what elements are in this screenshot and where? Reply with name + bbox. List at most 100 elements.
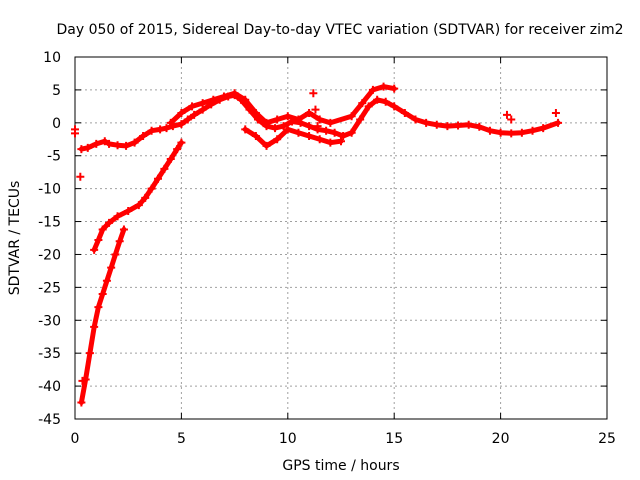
y-tick-label: 10 <box>43 50 61 66</box>
data-point <box>209 95 218 104</box>
y-tick-label: -15 <box>38 215 61 231</box>
data-point <box>177 138 186 147</box>
data-point <box>115 237 124 246</box>
x-tick-label: 15 <box>385 431 403 447</box>
data-point <box>139 131 148 140</box>
data-point <box>347 128 356 137</box>
y-tick-label: 5 <box>52 83 61 99</box>
data-point <box>83 143 92 152</box>
y-tick-label: -40 <box>38 379 61 395</box>
series-deep-depletion <box>77 225 128 407</box>
data-point <box>177 120 186 129</box>
data-point <box>100 137 109 146</box>
data-point <box>485 126 494 135</box>
x-tick-label: 25 <box>598 431 616 447</box>
data-point <box>230 89 239 98</box>
data-point <box>241 125 250 134</box>
data-point <box>379 82 388 91</box>
data-point <box>78 376 87 385</box>
x-axis-label: GPS time / hours <box>282 458 399 474</box>
data-point <box>71 129 79 138</box>
data-point <box>381 97 390 106</box>
data-point <box>528 126 537 135</box>
data-point <box>162 124 171 133</box>
data-point <box>309 89 318 98</box>
series-trace <box>91 140 184 253</box>
data-point <box>294 115 303 124</box>
data-point <box>102 276 111 285</box>
y-tick-label: -10 <box>38 182 61 198</box>
data-point <box>98 289 107 298</box>
data-point <box>262 118 271 127</box>
data-point <box>311 105 320 114</box>
y-tick-label: -30 <box>38 313 61 329</box>
data-point <box>411 115 420 124</box>
data-point <box>111 250 120 259</box>
data-point <box>507 129 516 138</box>
data-point <box>337 137 345 146</box>
data-point <box>464 120 473 129</box>
data-point <box>294 128 303 137</box>
data-point <box>502 110 511 119</box>
data-point <box>105 218 114 227</box>
y-tick-label: -45 <box>38 412 61 428</box>
data-point <box>305 131 314 140</box>
y-tick-label: -5 <box>47 149 61 165</box>
data-point <box>273 115 282 124</box>
data-point <box>94 235 103 244</box>
y-axis-label: SDTVAR / TECUs <box>7 181 23 296</box>
data-series <box>71 82 563 407</box>
y-tick-label: -35 <box>38 346 61 362</box>
data-point <box>432 120 441 129</box>
data-point <box>390 102 399 111</box>
data-point <box>271 124 280 133</box>
data-point <box>166 118 175 127</box>
data-point <box>279 122 288 131</box>
x-axis: 0 5 10 15 20 25 <box>71 57 616 447</box>
data-point <box>85 349 94 358</box>
data-point <box>122 141 131 150</box>
data-point <box>147 184 156 193</box>
chart-title: Day 050 of 2015, Sidereal Day-to-day VTE… <box>57 22 624 38</box>
data-point <box>77 145 86 154</box>
data-point <box>92 139 101 148</box>
data-point <box>539 124 548 133</box>
x-tick-label: 10 <box>279 431 297 447</box>
data-point <box>124 207 133 216</box>
data-point <box>153 174 162 183</box>
grid <box>75 57 607 419</box>
data-point <box>90 322 99 331</box>
data-point <box>358 99 367 108</box>
data-point <box>98 225 107 234</box>
data-point <box>177 108 186 117</box>
plot-area <box>74 56 608 420</box>
data-point <box>262 141 271 150</box>
data-point <box>551 108 560 117</box>
x-tick-label: 5 <box>177 431 186 447</box>
data-point <box>390 84 399 93</box>
data-point <box>113 212 122 221</box>
data-point <box>173 145 182 154</box>
data-point <box>517 128 526 137</box>
data-point <box>241 95 250 104</box>
series-trace <box>242 126 344 149</box>
data-point <box>554 118 563 127</box>
data-point <box>330 128 339 137</box>
data-point <box>219 92 228 101</box>
data-point <box>443 122 452 131</box>
data-point <box>373 95 382 104</box>
series-upper-band <box>166 82 399 127</box>
y-tick-label: 0 <box>52 116 61 132</box>
data-point <box>356 115 365 124</box>
data-point <box>475 122 484 131</box>
data-point <box>283 112 292 121</box>
x-tick-label: 20 <box>492 431 510 447</box>
data-point <box>160 164 169 173</box>
data-point <box>305 108 314 117</box>
data-point <box>368 85 377 94</box>
data-point <box>76 172 85 181</box>
data-point <box>251 108 260 117</box>
data-point <box>166 155 175 164</box>
data-point <box>198 99 207 108</box>
data-point <box>77 398 86 407</box>
